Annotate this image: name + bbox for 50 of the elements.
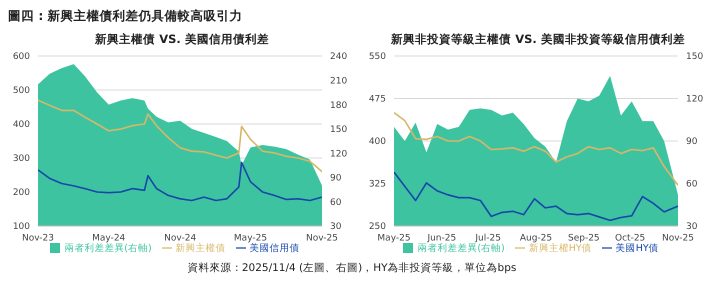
y-tick-label: 500 bbox=[12, 86, 30, 96]
y2-tick-label: 60 bbox=[686, 180, 698, 190]
y-tick-label: 300 bbox=[12, 154, 30, 164]
x-tick-label: Nov-24 bbox=[164, 233, 196, 244]
x-tick-label: May-25 bbox=[234, 233, 268, 244]
y2-tick-label: 150 bbox=[330, 125, 348, 136]
y-tick-label: 200 bbox=[12, 188, 30, 198]
y2-tick-label: 60 bbox=[330, 198, 342, 208]
y2-tick-label: 90 bbox=[330, 174, 342, 184]
line-series bbox=[38, 162, 322, 202]
legend-label: 新興主權HY債 bbox=[528, 243, 592, 254]
chart-title: 新興非投資等級主權債 VS. 美國非投資等級信用債利差 bbox=[390, 32, 686, 48]
y-tick-label: 400 bbox=[368, 137, 386, 148]
x-tick-label: Nov-23 bbox=[22, 233, 54, 244]
x-tick-label: Aug-25 bbox=[520, 233, 552, 244]
line-series bbox=[394, 171, 678, 222]
x-tick-label: Nov-25 bbox=[306, 233, 338, 244]
y-tick-label: 600 bbox=[12, 52, 30, 62]
line-series bbox=[394, 112, 678, 186]
y-tick-label: 100 bbox=[12, 222, 30, 232]
x-tick-label: May-25 bbox=[377, 233, 411, 244]
x-tick-label: Jul-25 bbox=[474, 233, 501, 244]
y-tick-label: 550 bbox=[368, 52, 386, 62]
y-tick-label: 400 bbox=[12, 120, 30, 130]
x-tick-label: May-24 bbox=[92, 233, 126, 244]
y2-tick-label: 240 bbox=[330, 52, 348, 62]
x-tick-label: Nov-25 bbox=[662, 233, 694, 244]
y2-tick-label: 90 bbox=[686, 137, 698, 148]
y2-tick-label: 30 bbox=[330, 222, 342, 232]
y2-tick-label: 30 bbox=[686, 222, 698, 232]
line-series bbox=[38, 99, 322, 172]
legend-label: 美國HY債 bbox=[616, 243, 659, 254]
y2-tick-label: 150 bbox=[686, 52, 704, 62]
x-tick-label: Jun-25 bbox=[426, 233, 456, 244]
source-note: 資料來源 : 2025/11/4 (左圖、右圖)，HY為非投資等級，單位為bps bbox=[186, 261, 518, 275]
chart-title: 新興主權債 VS. 美國信用債利差 bbox=[94, 32, 270, 48]
y2-tick-label: 180 bbox=[330, 100, 348, 111]
x-tick-label: Oct-25 bbox=[615, 233, 646, 244]
legend-label: 兩者利差差異(右軸) bbox=[417, 243, 505, 254]
legend-label: 新興主權債 bbox=[176, 243, 226, 254]
text: 圖四 : 新興主權債利差仍具備較高吸引力 bbox=[8, 8, 244, 25]
x-tick-label: Sep-25 bbox=[568, 233, 600, 244]
y-tick-label: 250 bbox=[368, 222, 386, 232]
y2-tick-label: 120 bbox=[330, 149, 348, 160]
y-tick-label: 475 bbox=[368, 94, 386, 105]
y-tick-label: 325 bbox=[368, 180, 386, 190]
legend-label: 美國信用債 bbox=[250, 243, 300, 254]
legend-label: 兩者利差差異(右軸) bbox=[64, 243, 152, 254]
y2-tick-label: 120 bbox=[686, 94, 704, 105]
y2-tick-label: 210 bbox=[330, 76, 348, 86]
